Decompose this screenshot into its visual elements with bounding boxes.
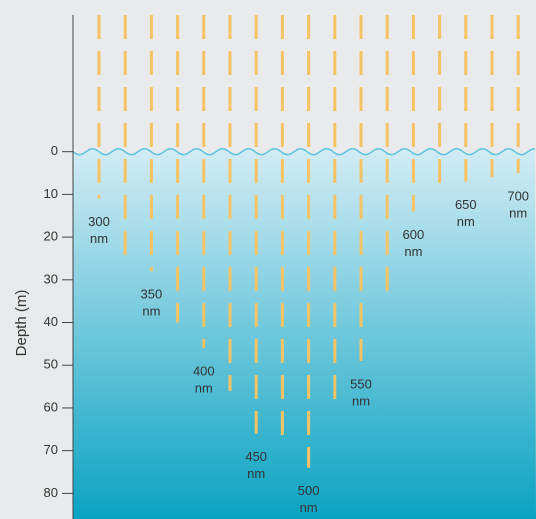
y-axis-title: Depth (m) xyxy=(13,290,30,357)
wavelength-unit: nm xyxy=(352,393,370,408)
wavelength-unit: nm xyxy=(457,214,475,229)
y-tick-label: 0 xyxy=(51,143,58,158)
wavelength-label: 500 xyxy=(298,483,320,498)
y-tick-label: 50 xyxy=(44,357,58,372)
wavelength-label: 450 xyxy=(245,449,267,464)
y-tick-label: 60 xyxy=(44,399,58,414)
y-tick-label: 70 xyxy=(44,442,58,457)
wavelength-label: 400 xyxy=(193,364,215,379)
y-tick-label: 20 xyxy=(44,229,58,244)
wavelength-unit: nm xyxy=(300,500,318,515)
wavelength-label: 650 xyxy=(455,197,477,212)
wavelength-label: 600 xyxy=(403,227,425,242)
wavelength-label: 350 xyxy=(141,287,163,302)
y-tick-label: 80 xyxy=(44,485,58,500)
wavelength-label: 550 xyxy=(350,376,372,391)
wavelength-unit: nm xyxy=(404,244,422,259)
y-tick-label: 30 xyxy=(44,271,58,286)
wavelength-label: 300 xyxy=(88,214,110,229)
y-tick-label: 10 xyxy=(44,186,58,201)
wavelength-label: 700 xyxy=(507,188,529,203)
y-tick-label: 40 xyxy=(44,314,58,329)
wavelength-unit: nm xyxy=(247,466,265,481)
wavelength-unit: nm xyxy=(509,205,527,220)
wavelength-unit: nm xyxy=(195,381,213,396)
wavelength-unit: nm xyxy=(90,231,108,246)
chart: Depth (m) 0 10 20 30 40 50 60 70 80 300 nm 350 nm 400… xyxy=(0,0,536,519)
wavelength-unit: nm xyxy=(142,304,160,319)
